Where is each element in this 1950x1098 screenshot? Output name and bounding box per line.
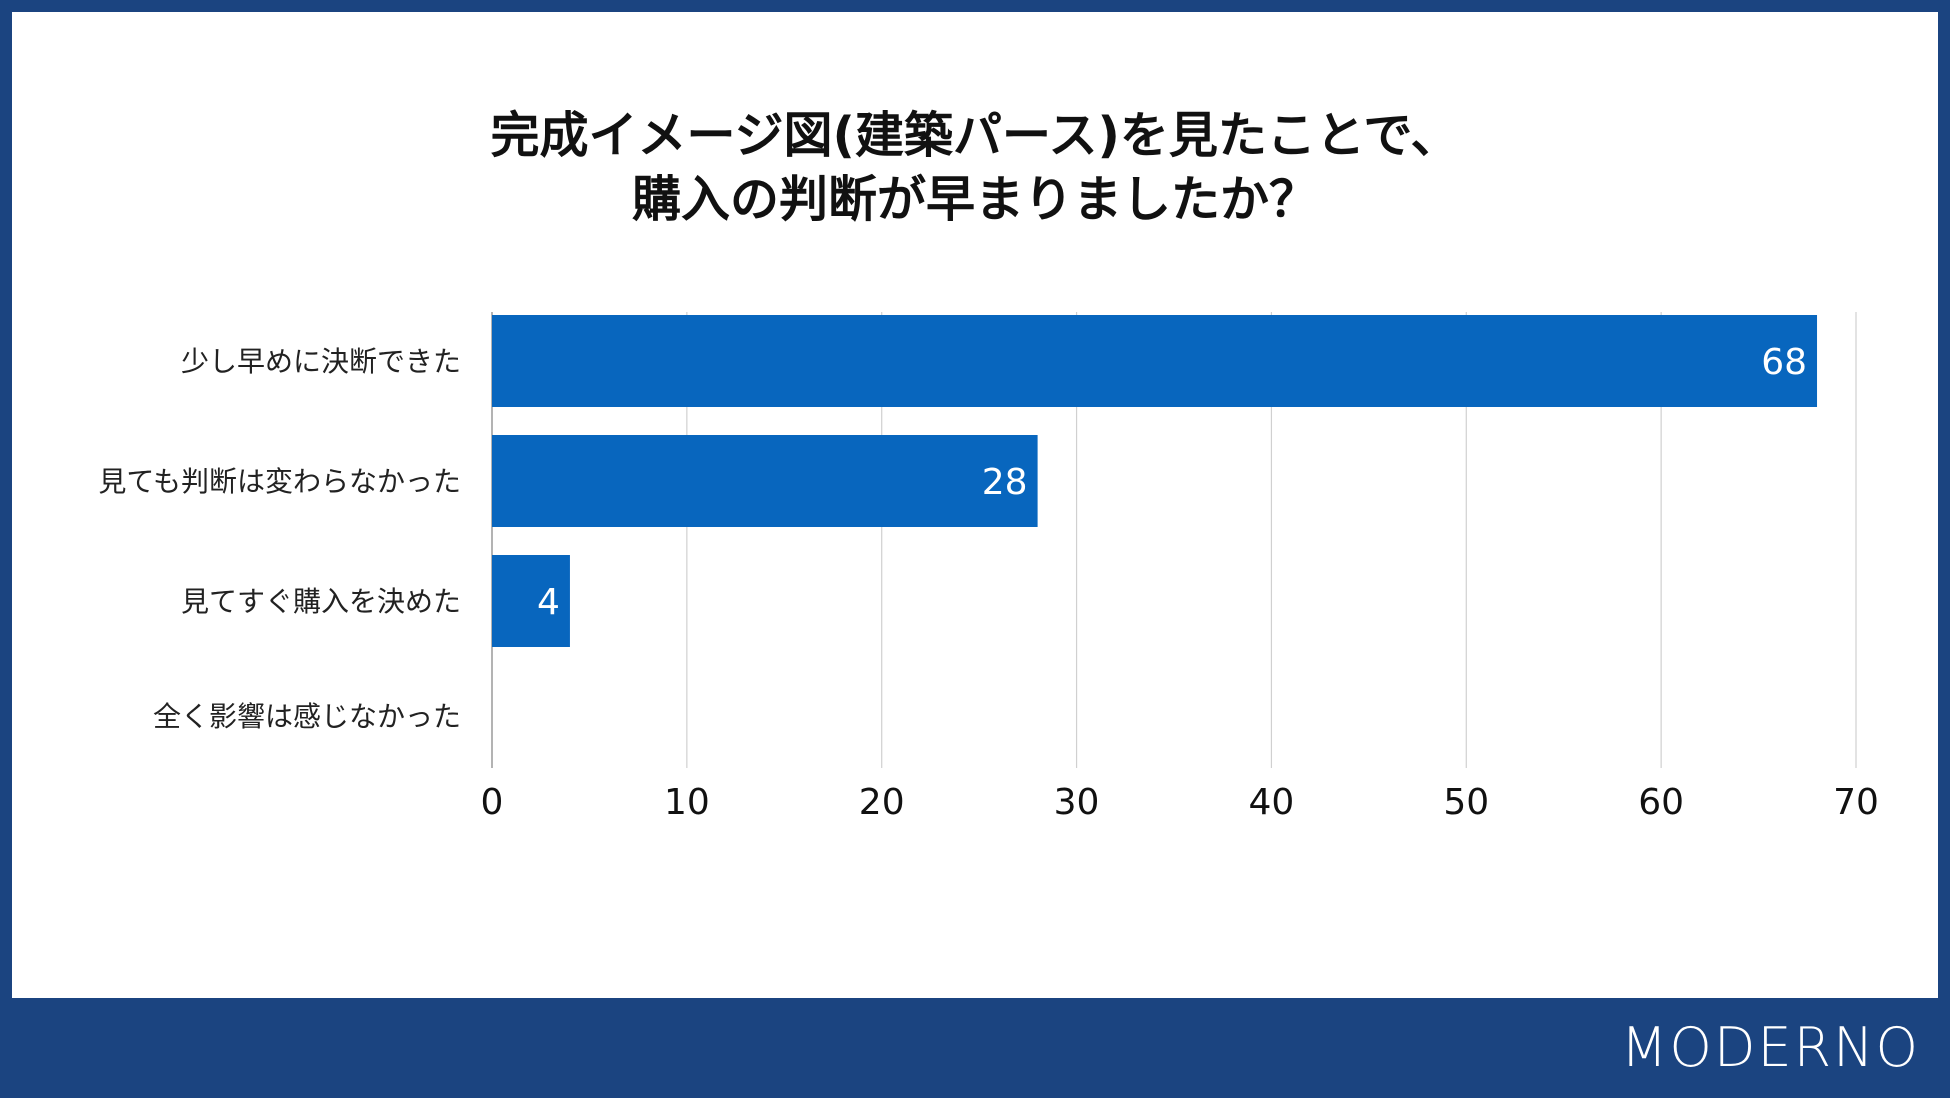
footer-bar xyxy=(0,998,1950,1098)
category-label: 全く影響は感じなかった xyxy=(153,700,461,733)
category-label: 少し早めに決断できた xyxy=(181,345,461,378)
x-tick-label: 0 xyxy=(481,782,504,823)
chart-title: 完成イメージ図(建築パース)を見たことで、 購入の判断が早まりましたか？ xyxy=(12,104,1938,232)
chart-title-line-2: 購入の判断が早まりましたか？ xyxy=(631,171,1318,228)
x-tick-label: 40 xyxy=(1249,782,1295,823)
x-tick-label: 10 xyxy=(664,782,710,823)
bar xyxy=(492,555,570,647)
category-label: 見てすぐ購入を決めた xyxy=(181,585,461,618)
data-label: 68 xyxy=(1761,342,1807,383)
data-label: 28 xyxy=(982,462,1028,503)
bar-chart: 0 10 20 30 40 50 60 70 少し早めに決断できた 68 見ても判断は変わらなかった… xyxy=(98,312,1879,823)
category-label: 見ても判断は変わらなかった xyxy=(98,465,461,498)
bar xyxy=(492,435,1038,527)
chart-title-line-1: 完成イメージ図(建築パース)を見たことで、 xyxy=(490,107,1460,164)
x-tick-label: 60 xyxy=(1638,782,1684,823)
bar xyxy=(492,315,1818,407)
x-tick-label: 20 xyxy=(859,782,905,823)
x-tick-label: 50 xyxy=(1443,782,1489,823)
moderno-logo: MODERNO xyxy=(1620,1016,1920,1079)
x-tick-label: 70 xyxy=(1833,782,1879,823)
x-tick-label: 30 xyxy=(1054,782,1100,823)
data-label: 4 xyxy=(537,582,560,623)
